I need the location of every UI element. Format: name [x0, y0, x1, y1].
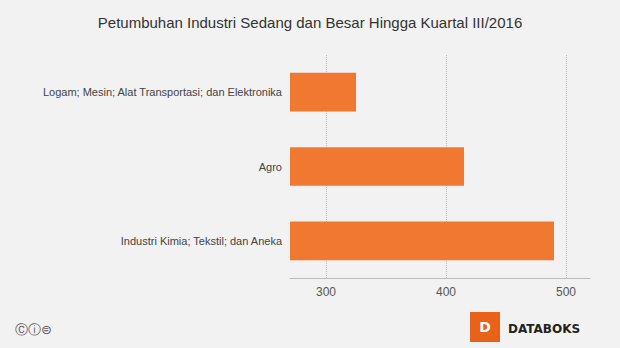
- svg-text:Logam; Mesin; Alat Transportas: Logam; Mesin; Alat Transportasi; dan Ele…: [43, 86, 283, 98]
- svg-text:DATABOKS: DATABOKS: [508, 322, 580, 336]
- svg-text:Industri Kimia; Tekstil; dan A: Industri Kimia; Tekstil; dan Aneka: [121, 235, 283, 247]
- svg-text:400: 400: [436, 285, 456, 299]
- svg-text:Petumbuhan Industri Sedang dan: Petumbuhan Industri Sedang dan Besar Hin…: [98, 14, 522, 31]
- svg-text:500: 500: [556, 285, 576, 299]
- svg-text:Ⓒⓘ⊜: Ⓒⓘ⊜: [15, 322, 52, 337]
- svg-text:300: 300: [316, 285, 336, 299]
- svg-text:D: D: [479, 319, 491, 335]
- svg-text:Agro: Agro: [259, 161, 282, 173]
